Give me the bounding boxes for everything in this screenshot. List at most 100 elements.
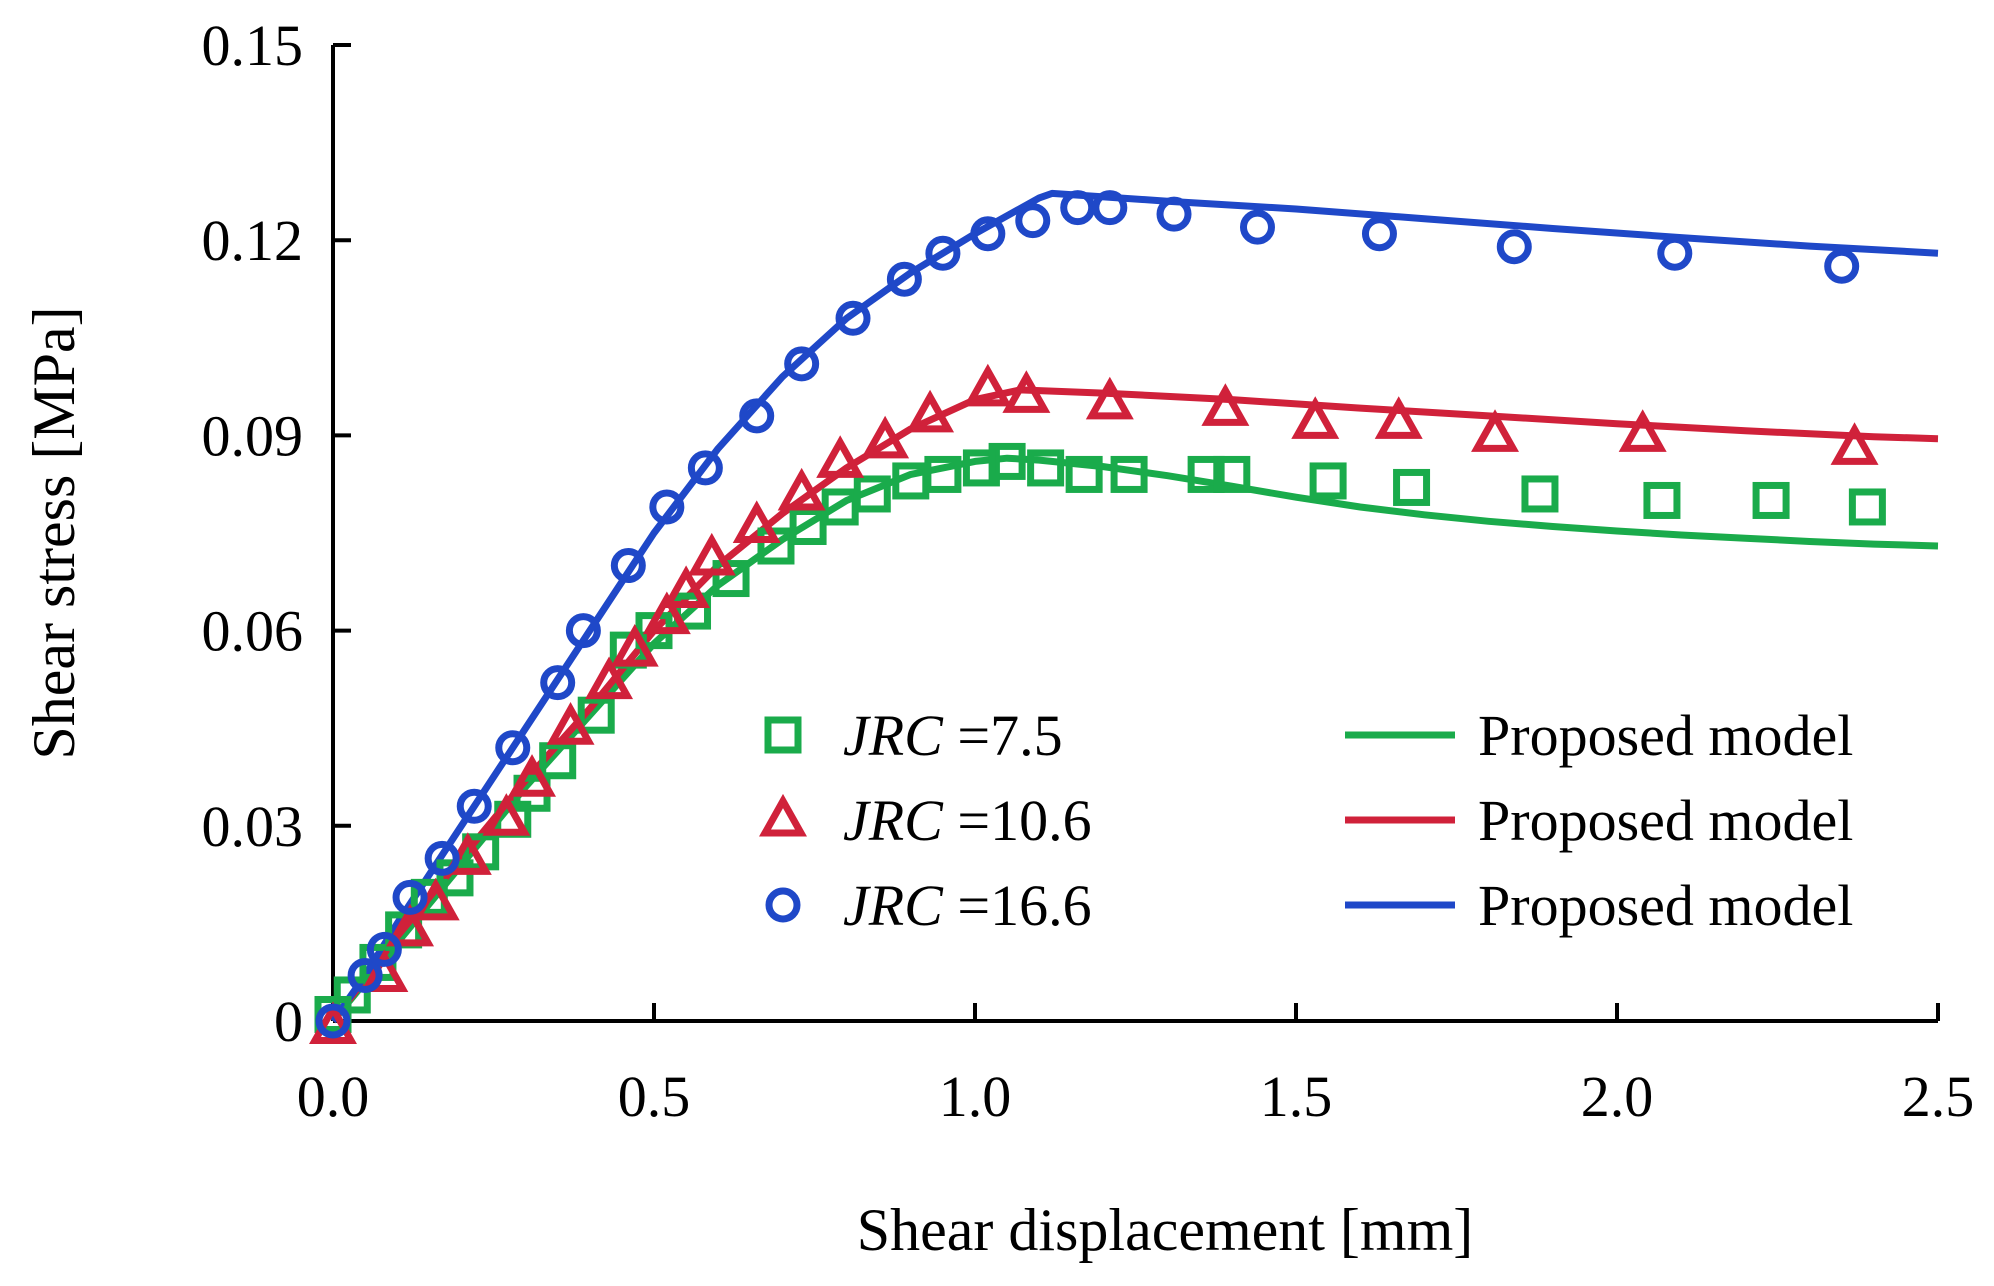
x-axis-title: Shear displacement [mm] (857, 1197, 1473, 1263)
triangle-point (1374, 396, 1423, 439)
legend-label: JRC =16.6 (843, 873, 1092, 938)
circle-point (456, 788, 492, 824)
circle-point (315, 1003, 351, 1039)
legend-model-label: Proposed model (1478, 703, 1853, 768)
circle-point (366, 931, 402, 967)
circle-point (540, 665, 576, 701)
circle-point (424, 840, 460, 876)
model-line-1 (330, 454, 1939, 1024)
triangle-point (1830, 422, 1879, 465)
triangle-point (482, 793, 531, 836)
legend-marker-square (764, 716, 802, 754)
triangle-point (816, 435, 865, 478)
triangle-point (963, 363, 1012, 407)
circle-point (392, 879, 428, 915)
circle-point (1060, 190, 1096, 226)
circle-point (925, 235, 961, 271)
square-point (1752, 481, 1790, 519)
x-tick-label: 1.0 (939, 1064, 1012, 1129)
square-point (853, 475, 891, 513)
circle-point (1496, 229, 1532, 265)
triangle-point (546, 702, 595, 745)
circle-point (687, 450, 723, 486)
legend-label-value: =7.5 (943, 703, 1063, 768)
circle-point (1156, 196, 1192, 232)
x-tick-label: 2.0 (1581, 1064, 1654, 1129)
legend-label-italic: JRC (843, 703, 944, 768)
square-point (1213, 455, 1251, 493)
y-tick-label: 0 (274, 989, 303, 1054)
triangle-point (687, 532, 736, 576)
triangle-point (309, 1001, 357, 1045)
square-point (712, 560, 750, 598)
circle-point (886, 261, 922, 297)
triangle-point (642, 591, 691, 635)
legend-model-label: Proposed model (1478, 873, 1853, 938)
triangle-point (1291, 396, 1340, 439)
y-tick-label: 0.09 (202, 403, 304, 468)
y-tick-label: 0.03 (202, 794, 304, 859)
x-tick-label: 0.5 (618, 1064, 691, 1129)
legend-label-italic: JRC (843, 788, 944, 853)
circle-point (970, 216, 1006, 252)
triangle-point (861, 415, 910, 459)
y-tick-label: 0.12 (202, 208, 304, 273)
square-point (1643, 481, 1681, 519)
square-point (1065, 455, 1103, 493)
triangle-point (732, 500, 781, 543)
legend-label-value: =16.6 (943, 873, 1092, 938)
circle-point (1015, 203, 1051, 239)
square-point (757, 527, 795, 565)
legend-label-value: =10.6 (943, 788, 1092, 853)
square-point (539, 742, 577, 780)
square-point (1848, 488, 1886, 526)
y-axis-ticks: 0 0.03 0.06 0.09 0.12 0.15 (202, 13, 351, 1054)
square-point (1027, 449, 1065, 487)
triangle-point (1471, 409, 1520, 452)
circle-point (610, 548, 646, 584)
square-point (789, 507, 827, 545)
legend-label: JRC =10.6 (843, 788, 1092, 853)
y-tick-label: 0.15 (202, 13, 304, 78)
circle-point (347, 957, 383, 993)
x-tick-label: 1.5 (1260, 1064, 1333, 1129)
square-point (1393, 468, 1431, 506)
square-point (1110, 455, 1148, 493)
x-axis-ticks: 0.0 0.5 1.0 1.5 2.0 2.5 (297, 1003, 1975, 1129)
triangle-point (662, 565, 711, 609)
triangle-point (906, 389, 955, 433)
x-tick-label: 2.5 (1902, 1064, 1975, 1129)
y-axis-title: Shear stress [MPa] (21, 306, 87, 759)
square-point (1309, 462, 1347, 500)
legend-label-italic: JRC (843, 873, 944, 938)
square-point (1521, 475, 1559, 513)
circle-point (1824, 248, 1860, 284)
circle-point (1092, 190, 1128, 226)
circle-point (1239, 209, 1275, 245)
circle-point (495, 730, 531, 766)
legend-marker-circle (765, 887, 801, 923)
circle-point (565, 613, 601, 649)
square-point (988, 442, 1026, 480)
square-point (577, 696, 615, 734)
triangle-point (1002, 370, 1051, 413)
triangle-point (1085, 376, 1134, 420)
circle-point (784, 346, 820, 382)
square-point (962, 449, 1000, 487)
plot-area: 0 0.03 0.06 0.09 0.12 0.15 0.0 0.5 1.0 1.5 2.0 2.5 (202, 13, 1975, 1129)
circle-point (835, 300, 871, 336)
triangle-point (610, 623, 659, 667)
legend-marker-triangle (759, 793, 807, 837)
circle-point (1657, 235, 1693, 271)
triangle-point (585, 656, 634, 700)
square-point (924, 455, 962, 493)
circle-point (739, 398, 775, 434)
legend-label: JRC =7.5 (843, 703, 1063, 768)
y-tick-label: 0.06 (202, 599, 304, 664)
x-tick-label: 0.0 (297, 1064, 370, 1129)
triangle-point (1618, 409, 1667, 452)
data-markers (309, 190, 1886, 1045)
triangle-point (386, 903, 435, 947)
